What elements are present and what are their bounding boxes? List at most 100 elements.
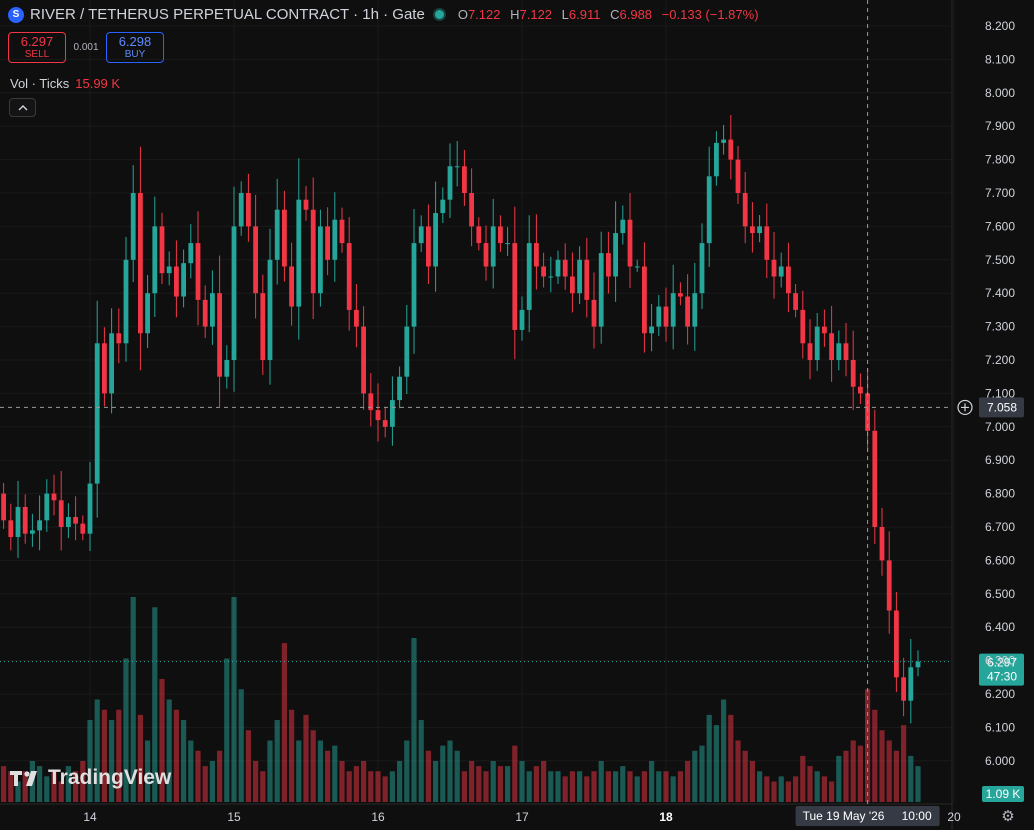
- symbol-title[interactable]: RIVER / TETHERUS PERPETUAL CONTRACT · 1h…: [30, 6, 425, 23]
- candle-body: [426, 226, 431, 267]
- volume-bar: [404, 740, 410, 802]
- candle-body: [814, 326, 820, 360]
- volume-bar: [850, 740, 856, 802]
- volume-bar: [411, 638, 417, 802]
- volume-bar: [173, 709, 179, 802]
- sell-label: SELL: [24, 48, 50, 60]
- volume-bar: [209, 761, 215, 802]
- candle-body: [519, 309, 525, 330]
- last-price-label: 6.297: [987, 656, 1017, 670]
- candle-body: [663, 306, 669, 327]
- volume-bar: [101, 709, 107, 802]
- price-tick-label: 6.900: [985, 453, 1015, 467]
- time-axis[interactable]: 14 15 16 17 18 20: [83, 810, 961, 824]
- close-value: 6.988: [619, 7, 653, 22]
- candle-body: [454, 166, 460, 168]
- volume-bar: [915, 766, 921, 802]
- candle-body: [130, 193, 136, 260]
- candle-body: [469, 193, 474, 227]
- candle-body: [210, 293, 215, 327]
- high-label: H: [510, 7, 520, 22]
- candle-body: [764, 226, 770, 260]
- volume-bar: [159, 679, 165, 802]
- volume-bar: [872, 709, 878, 802]
- candle-body: [685, 296, 690, 327]
- candle-body: [634, 266, 640, 268]
- volume-bar: [231, 597, 237, 802]
- volume-bar: [793, 776, 799, 802]
- volume-bar: [620, 766, 626, 802]
- candle-body: [642, 266, 647, 334]
- volume-indicator-label: Vol · Ticks: [10, 76, 70, 91]
- candle-body: [872, 430, 878, 527]
- volume-bar: [685, 761, 691, 802]
- candle-body: [73, 516, 78, 524]
- volume-bar: [541, 761, 547, 802]
- volume-bar: [310, 730, 316, 802]
- volume-bar: [202, 766, 208, 802]
- candle-body: [346, 243, 352, 310]
- volume-legend[interactable]: Vol · Ticks 15.99 K: [10, 76, 120, 91]
- volume-bar: [908, 755, 914, 802]
- price-tick-label: 7.100: [985, 386, 1015, 400]
- candle-body: [850, 360, 856, 387]
- volume-bar: [886, 740, 892, 802]
- candle-body: [447, 166, 453, 200]
- price-tick-label: 6.700: [985, 520, 1015, 534]
- candle-body: [886, 560, 892, 611]
- volume-bar: [469, 761, 475, 802]
- chart-settings-button[interactable]: ⚙: [1000, 809, 1016, 825]
- volume-bar: [577, 771, 583, 802]
- volume-bar: [224, 658, 230, 802]
- chevron-up-icon: [18, 104, 27, 110]
- candle-body: [757, 226, 762, 234]
- volume-bar: [785, 781, 791, 802]
- candle-body: [188, 243, 194, 264]
- price-tick-label: 6.200: [985, 687, 1015, 701]
- volume-bar: [440, 745, 446, 802]
- candle-body: [613, 233, 618, 277]
- volume-bar: [109, 720, 115, 802]
- volume-bar: [44, 776, 50, 802]
- collapse-legend-button[interactable]: [9, 98, 36, 117]
- candle-body: [411, 243, 417, 327]
- volume-bar: [526, 771, 532, 802]
- candle-body: [94, 343, 100, 484]
- volume-bar: [519, 761, 525, 802]
- volume-bar: [562, 776, 568, 802]
- price-tick-label: 8.100: [985, 52, 1015, 66]
- candle-body: [390, 400, 395, 427]
- price-tick-label: 6.300: [985, 654, 1015, 668]
- volume-bar: [505, 766, 511, 802]
- time-tick-label: 18: [659, 810, 673, 824]
- candle-body: [656, 306, 662, 327]
- volume-bar: [22, 771, 28, 802]
- candle-body: [1, 493, 7, 521]
- candle-body: [598, 253, 604, 327]
- volume-bar: [764, 776, 770, 802]
- volume-bar: [699, 745, 705, 802]
- volume-bar: [375, 771, 381, 802]
- candle-body: [505, 243, 510, 245]
- volume-bar: [627, 771, 633, 802]
- candle-body: [116, 333, 122, 344]
- candle-body: [51, 493, 57, 501]
- trade-panel: 6.297 SELL 0.001 6.298 BUY: [8, 32, 164, 63]
- sell-button[interactable]: 6.297 SELL: [8, 32, 66, 63]
- time-tick-label: 14: [83, 810, 97, 824]
- tradingview-watermark: TradingView: [10, 766, 171, 790]
- volume-bar: [598, 761, 604, 802]
- candle-body: [526, 243, 532, 310]
- price-tick-label: 7.200: [985, 353, 1015, 367]
- buy-button[interactable]: 6.298 BUY: [106, 32, 164, 63]
- crosshair-date-label: Tue 19 May '26: [803, 809, 885, 823]
- candle-body: [8, 520, 14, 538]
- candle-body: [627, 219, 633, 267]
- candle-body: [807, 343, 813, 360]
- symbol-logo-icon[interactable]: S: [8, 6, 24, 23]
- price-axis[interactable]: 8.200 8.100 8.000 7.900 7.800 7.700 7.600 7.500…: [985, 19, 1015, 768]
- candle-body: [404, 326, 410, 377]
- volume-bar: [735, 740, 741, 802]
- volume-bar: [87, 720, 93, 802]
